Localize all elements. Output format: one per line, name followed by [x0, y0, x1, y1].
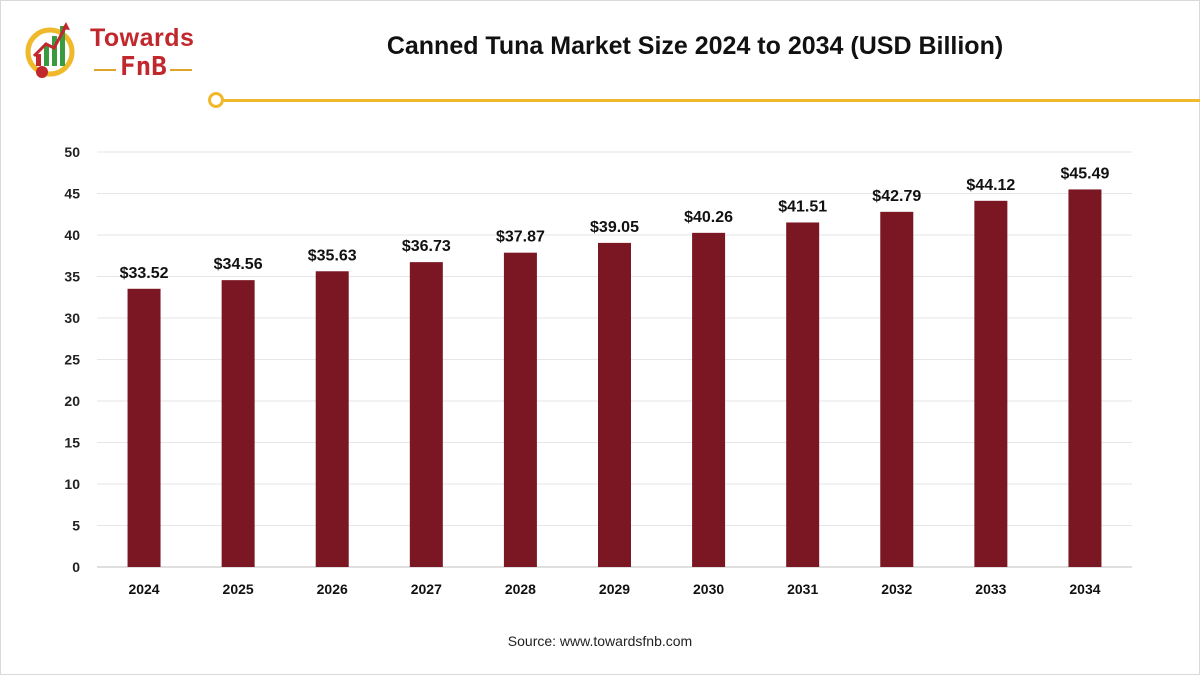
y-tick-label: 40: [64, 227, 80, 243]
bar: [974, 200, 1008, 567]
y-tick-label: 50: [64, 144, 80, 160]
bar: [880, 211, 914, 567]
y-tick-label: 35: [64, 269, 80, 285]
x-tick-label: 2033: [975, 581, 1006, 597]
logo-word-fnb: FnB: [120, 52, 167, 82]
bar: [127, 288, 161, 567]
chart-title: Canned Tuna Market Size 2024 to 2034 (US…: [386, 32, 1004, 60]
bar: [221, 280, 255, 567]
x-tick-label: 2025: [223, 581, 254, 597]
data-label: $39.05: [590, 219, 639, 236]
x-tick-label: 2028: [505, 581, 536, 597]
bar: [503, 252, 537, 567]
data-label: $41.51: [778, 198, 827, 215]
bar: [315, 271, 349, 567]
data-label: $40.26: [684, 209, 733, 226]
y-tick-label: 30: [64, 310, 80, 326]
bar: [692, 232, 726, 568]
x-tick-label: 2026: [317, 581, 348, 597]
data-label: $34.56: [214, 256, 263, 273]
logo-word-towards: Towards: [90, 24, 195, 52]
title-accent-dot: [208, 92, 224, 108]
data-label: $37.87: [496, 229, 545, 246]
y-tick-label: 10: [64, 476, 80, 492]
bar: [598, 242, 631, 567]
towards-fnb-logo: Towards FnB: [20, 14, 210, 86]
data-label: $44.12: [966, 177, 1015, 194]
logo-divider-left: [94, 69, 116, 71]
x-tick-label: 2031: [787, 581, 818, 597]
x-tick-label: 2030: [693, 581, 724, 597]
x-tick-label: 2034: [1069, 581, 1100, 597]
data-label: $36.73: [402, 238, 451, 255]
logo-graphic-icon: [25, 22, 75, 78]
y-tick-label: 5: [72, 518, 80, 534]
data-label: $45.49: [1060, 165, 1109, 182]
data-label: $42.79: [872, 188, 921, 205]
source-note: Source: www.towardsfnb.com: [507, 633, 693, 649]
data-label: $33.52: [120, 265, 169, 282]
y-tick-label: 20: [64, 393, 80, 409]
bar: [409, 262, 443, 567]
bar: [786, 222, 820, 568]
x-tick-label: 2027: [411, 581, 442, 597]
y-tick-label: 0: [72, 559, 80, 575]
bar: [1068, 189, 1102, 568]
y-tick-label: 25: [64, 352, 80, 368]
x-tick-label: 2029: [599, 581, 630, 597]
x-tick-label: 2032: [881, 581, 912, 597]
data-label: $35.63: [308, 247, 357, 264]
y-tick-label: 45: [64, 186, 80, 202]
title-accent-line: [217, 99, 1200, 102]
x-tick-label: 2024: [128, 581, 159, 597]
logo-divider-right: [170, 69, 192, 71]
y-tick-label: 15: [64, 435, 80, 451]
